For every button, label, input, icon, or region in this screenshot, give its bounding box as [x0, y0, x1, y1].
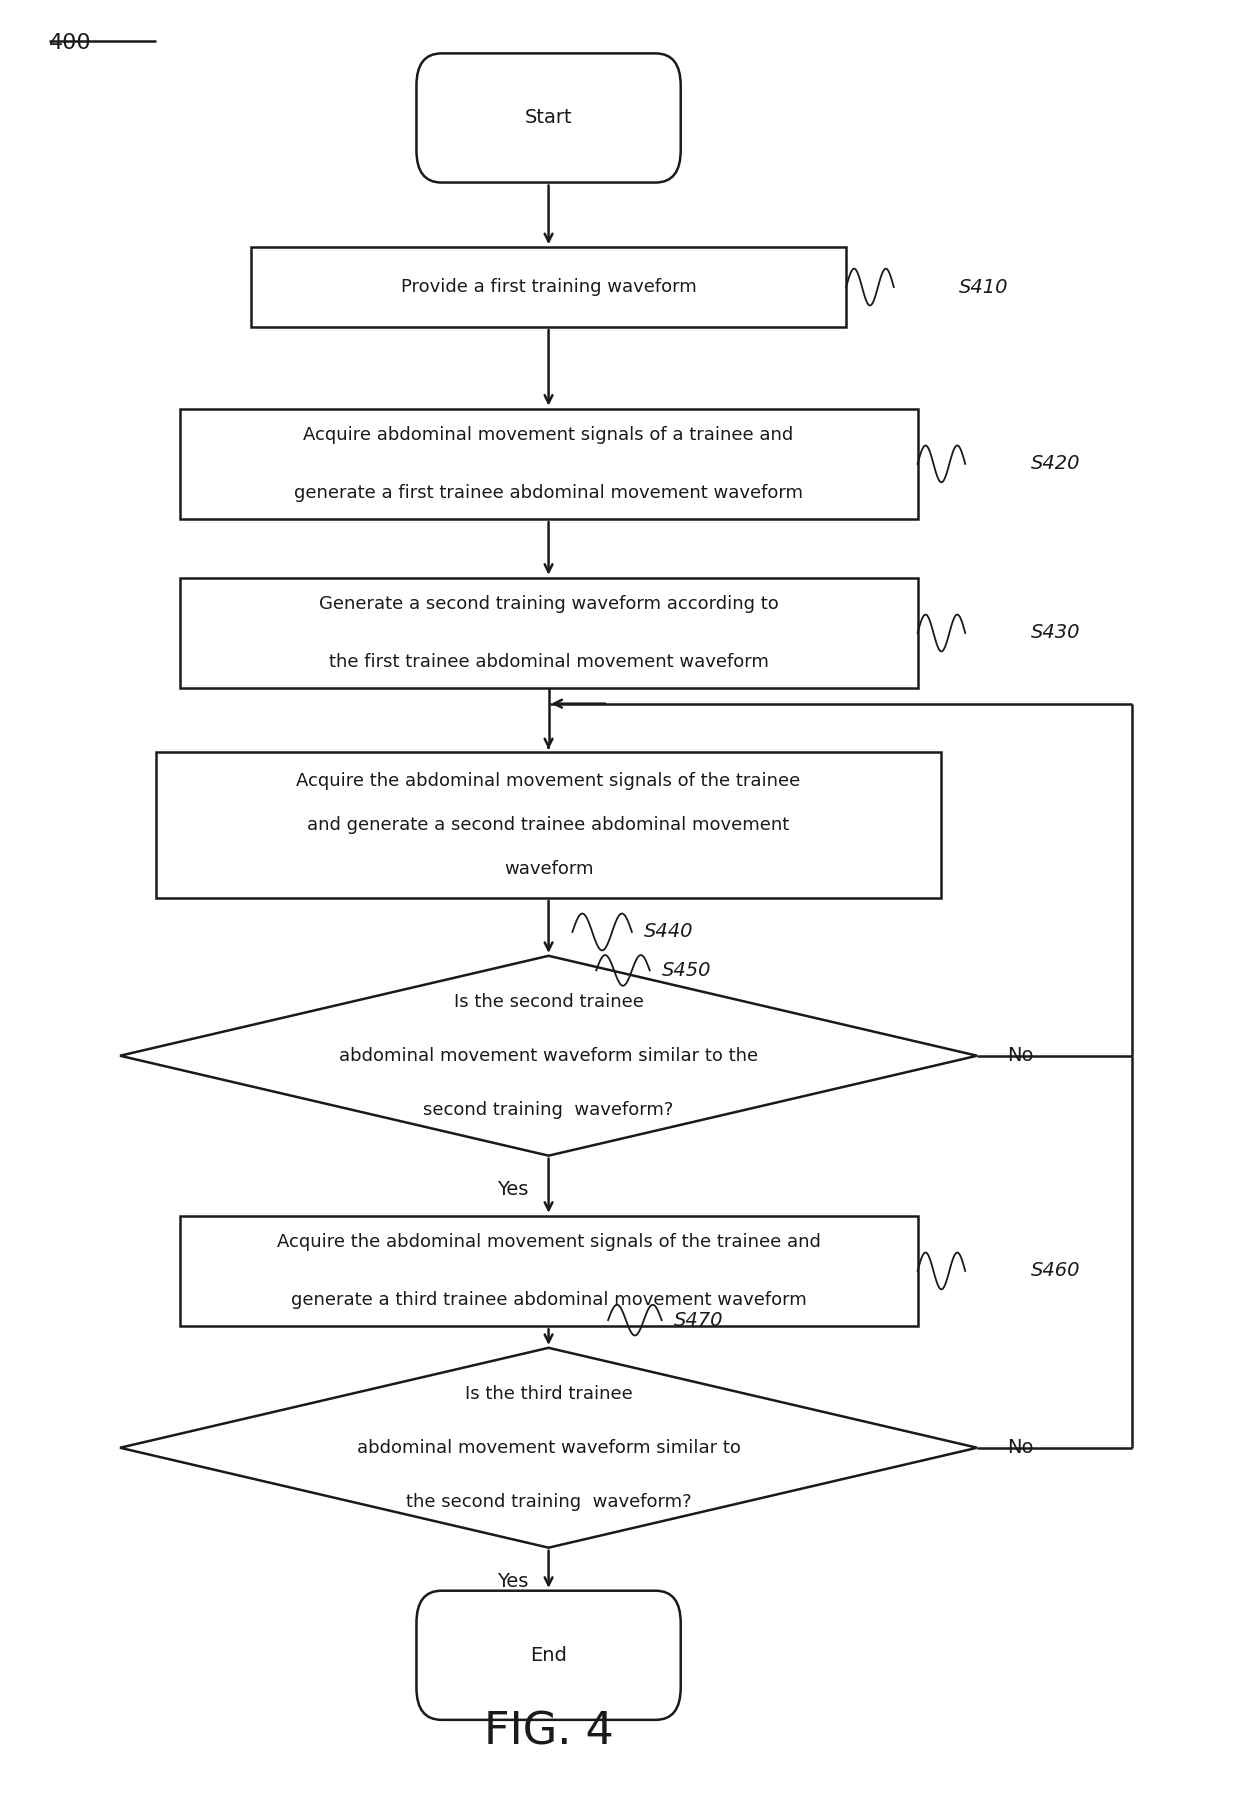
Text: S460: S460 [1030, 1261, 1080, 1281]
Text: No: No [1007, 1438, 1033, 1458]
Text: S410: S410 [960, 278, 1009, 296]
Bar [180, 1216, 918, 1326]
Text: Acquire the abdominal movement signals of the trainee and: Acquire the abdominal movement signals o… [277, 1234, 821, 1252]
Text: Is the third trainee: Is the third trainee [465, 1385, 632, 1404]
Text: the first trainee abdominal movement waveform: the first trainee abdominal movement wav… [329, 653, 769, 671]
Text: and generate a second trainee abdominal movement: and generate a second trainee abdominal … [308, 815, 790, 833]
Text: Is the second trainee: Is the second trainee [454, 992, 644, 1010]
Text: Yes: Yes [497, 1180, 528, 1200]
Bar [156, 752, 941, 898]
Text: S450: S450 [662, 962, 712, 980]
Text: second training  waveform?: second training waveform? [423, 1100, 673, 1118]
Bar [180, 408, 918, 520]
Text: abdominal movement waveform similar to the: abdominal movement waveform similar to t… [339, 1046, 758, 1064]
FancyBboxPatch shape [417, 1591, 681, 1719]
Text: S430: S430 [1030, 624, 1080, 642]
Text: 400: 400 [48, 34, 92, 54]
Polygon shape [120, 1348, 977, 1548]
Text: abdominal movement waveform similar to: abdominal movement waveform similar to [357, 1440, 740, 1458]
Text: Yes: Yes [497, 1571, 528, 1591]
Bar [250, 247, 846, 327]
Bar [180, 577, 918, 689]
Text: Provide a first training waveform: Provide a first training waveform [401, 278, 697, 296]
Text: S440: S440 [644, 922, 693, 942]
Text: Acquire abdominal movement signals of a trainee and: Acquire abdominal movement signals of a … [304, 426, 794, 444]
Text: the second training  waveform?: the second training waveform? [405, 1492, 692, 1510]
Text: generate a first trainee abdominal movement waveform: generate a first trainee abdominal movem… [294, 483, 804, 502]
Text: End: End [531, 1645, 567, 1665]
Polygon shape [120, 956, 977, 1156]
Text: Acquire the abdominal movement signals of the trainee: Acquire the abdominal movement signals o… [296, 772, 801, 790]
Text: Generate a second training waveform according to: Generate a second training waveform acco… [319, 595, 779, 613]
Text: S420: S420 [1030, 455, 1080, 473]
Text: FIG. 4: FIG. 4 [484, 1710, 614, 1753]
Text: Start: Start [525, 108, 573, 128]
FancyBboxPatch shape [417, 54, 681, 182]
Text: No: No [1007, 1046, 1033, 1064]
Text: S470: S470 [673, 1312, 723, 1330]
Text: waveform: waveform [503, 861, 593, 879]
Text: generate a third trainee abdominal movement waveform: generate a third trainee abdominal movem… [290, 1290, 806, 1308]
